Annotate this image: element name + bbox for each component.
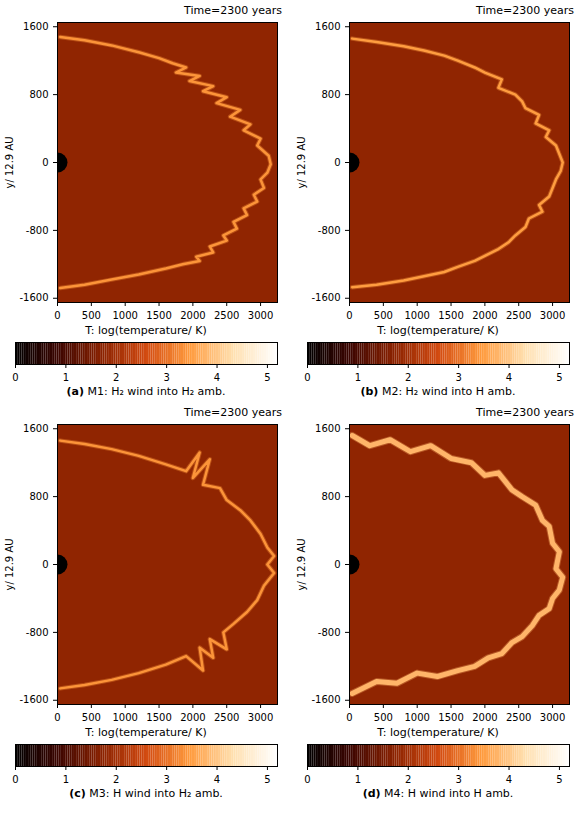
html-text:T: log(temperature/ K): T: log(temperature/ K) [85, 726, 207, 739]
svg-text:-1600: -1600 [19, 292, 48, 303]
svg-text:3: 3 [163, 774, 169, 785]
svg-text:3000: 3000 [540, 310, 565, 321]
svg-text:4: 4 [214, 372, 220, 383]
svg-text:3000: 3000 [248, 712, 273, 723]
svg-text:0: 0 [334, 157, 340, 168]
svg-text:2000: 2000 [180, 310, 205, 321]
svg-text:1500: 1500 [146, 712, 171, 723]
svg-text:800: 800 [29, 89, 48, 100]
html-text:(c) M3: H wind into H₂ amb.: (c) M3: H wind into H₂ amb. [69, 787, 223, 800]
svg-text:1: 1 [355, 372, 361, 383]
svg-text:0: 0 [42, 157, 48, 168]
svg-text:1000: 1000 [112, 310, 137, 321]
svg-text:1: 1 [63, 372, 69, 383]
svg-text:5: 5 [556, 372, 562, 383]
svg-text:1500: 1500 [438, 712, 463, 723]
html-text:Time=2300 years: Time=2300 years [476, 406, 574, 419]
svg-text:y/ 12.9 AU: y/ 12.9 AU [4, 538, 15, 590]
svg-text:1600: 1600 [23, 423, 48, 434]
svg-text:1: 1 [63, 774, 69, 785]
svg-text:500: 500 [82, 310, 101, 321]
svg-text:5: 5 [556, 774, 562, 785]
svg-text:-800: -800 [318, 225, 341, 236]
html-text:(d) M4: H wind into H amb.: (d) M4: H wind into H amb. [362, 787, 514, 800]
svg-text:3: 3 [163, 372, 169, 383]
svg-text:5: 5 [264, 372, 270, 383]
svg-text:800: 800 [321, 89, 340, 100]
svg-text:2: 2 [113, 774, 119, 785]
svg-text:1: 1 [355, 774, 361, 785]
svg-text:2500: 2500 [214, 712, 239, 723]
svg-text:0: 0 [54, 712, 60, 723]
html-text:(b) M2: H₂ wind into H amb.: (b) M2: H₂ wind into H amb. [360, 385, 516, 398]
svg-text:-1600: -1600 [311, 694, 340, 705]
html-text:Time=2300 years: Time=2300 years [184, 406, 282, 419]
svg-text:2: 2 [113, 372, 119, 383]
svg-text:0: 0 [12, 372, 18, 383]
svg-text:0: 0 [304, 774, 310, 785]
svg-text:800: 800 [29, 491, 48, 502]
svg-text:2: 2 [405, 774, 411, 785]
svg-text:1000: 1000 [404, 310, 429, 321]
svg-text:-800: -800 [26, 225, 49, 236]
svg-text:y/ 12.9 AU: y/ 12.9 AU [4, 136, 15, 188]
svg-text:0: 0 [346, 310, 352, 321]
svg-text:0: 0 [42, 559, 48, 570]
svg-text:500: 500 [374, 310, 393, 321]
svg-text:1600: 1600 [315, 423, 340, 434]
svg-text:2500: 2500 [506, 310, 531, 321]
svg-text:1000: 1000 [112, 712, 137, 723]
svg-text:1000: 1000 [404, 712, 429, 723]
svg-text:0: 0 [54, 310, 60, 321]
html-text:(a) M1: H₂ wind into H₂ amb.: (a) M1: H₂ wind into H₂ amb. [66, 385, 226, 398]
svg-text:4: 4 [214, 774, 220, 785]
svg-text:3: 3 [455, 372, 461, 383]
html-text:Time=2300 years: Time=2300 years [184, 4, 282, 17]
svg-text:4: 4 [506, 372, 512, 383]
svg-text:1600: 1600 [23, 21, 48, 32]
svg-text:0: 0 [334, 559, 340, 570]
svg-text:3000: 3000 [248, 310, 273, 321]
svg-text:2000: 2000 [472, 310, 497, 321]
svg-text:2000: 2000 [472, 712, 497, 723]
svg-text:-1600: -1600 [311, 292, 340, 303]
svg-text:-1600: -1600 [19, 694, 48, 705]
svg-text:y/ 12.9 AU: y/ 12.9 AU [296, 538, 307, 590]
svg-text:2: 2 [405, 372, 411, 383]
svg-text:4: 4 [506, 774, 512, 785]
svg-text:1500: 1500 [438, 310, 463, 321]
svg-text:0: 0 [346, 712, 352, 723]
svg-text:500: 500 [82, 712, 101, 723]
svg-text:3: 3 [455, 774, 461, 785]
html-text:T: log(temperature/ K): T: log(temperature/ K) [377, 324, 499, 337]
svg-text:1600: 1600 [315, 21, 340, 32]
svg-text:2500: 2500 [506, 712, 531, 723]
svg-text:2000: 2000 [180, 712, 205, 723]
svg-text:500: 500 [374, 712, 393, 723]
html-text:T: log(temperature/ K): T: log(temperature/ K) [85, 324, 207, 337]
svg-text:2500: 2500 [214, 310, 239, 321]
svg-text:3000: 3000 [540, 712, 565, 723]
svg-text:800: 800 [321, 491, 340, 502]
svg-text:1500: 1500 [146, 310, 171, 321]
svg-text:-800: -800 [26, 627, 49, 638]
svg-text:-800: -800 [318, 627, 341, 638]
svg-text:0: 0 [304, 372, 310, 383]
html-text:T: log(temperature/ K): T: log(temperature/ K) [377, 726, 499, 739]
svg-text:0: 0 [12, 774, 18, 785]
svg-text:5: 5 [264, 774, 270, 785]
svg-text:y/ 12.9 AU: y/ 12.9 AU [296, 136, 307, 188]
html-text:Time=2300 years: Time=2300 years [476, 4, 574, 17]
